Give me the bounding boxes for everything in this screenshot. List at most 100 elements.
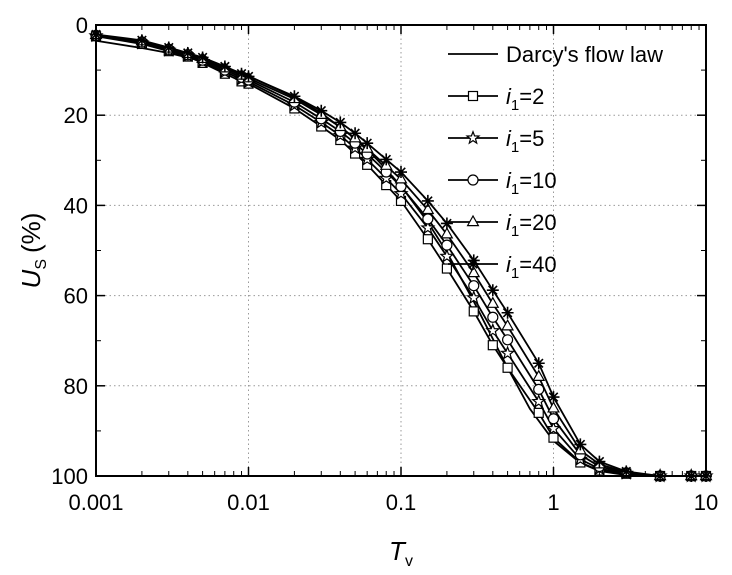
series-line [95,33,706,477]
legend-marker [467,174,479,186]
legend-label-value: =10 [519,168,556,193]
data-point [499,345,516,360]
y-tick-label: 40 [64,193,88,218]
legend-marker [467,90,479,102]
data-point [466,289,482,305]
data-point [441,263,453,274]
legend-label: i1=5 [506,126,544,156]
data-point [467,265,481,278]
data-point [441,239,453,251]
y-tick-label: 20 [64,103,88,128]
data-point [485,322,501,338]
legend-marker [465,129,481,145]
legend-entry: i1=5 [448,126,544,156]
data-point [394,172,408,184]
data-point [440,227,454,239]
data-point [380,153,393,166]
data-point [487,340,498,351]
data-point [349,127,362,140]
legend-marker [466,214,480,227]
legend-label: i1=20 [506,210,557,240]
data-point [501,334,514,346]
legend-marker [467,258,479,270]
data-point [501,319,515,331]
legend-label: Darcy's flow law [506,42,663,67]
y-axis-title-sub: S [33,259,50,270]
y-axis-title-main: U [16,269,46,288]
x-axis-title-sub: v [405,553,413,570]
data-point [502,362,513,373]
data-point [545,420,562,436]
data-point [468,280,480,292]
series-line [95,34,706,477]
data-point [440,217,453,230]
x-tick-label: 1 [547,490,559,515]
data-point [487,311,499,323]
legend-label-sub: 1 [511,181,519,198]
x-axis-title: Tv [389,536,413,570]
series-line [95,35,706,477]
data-point [421,194,434,207]
y-axis-title-unit: (%) [16,213,46,253]
data-point [486,284,499,297]
data-point [547,401,560,413]
legend-label-var: i [506,210,512,235]
legend-label-value: =40 [519,252,556,277]
x-tick-label: 0.001 [68,490,123,515]
data-point [135,34,148,47]
series-line [95,34,706,477]
y-axis-title: US (%) [16,213,50,289]
y-axis-title-group: US (%) [16,213,50,289]
legend-label: i1=2 [506,84,544,114]
legend-entry: i1=20 [448,210,557,240]
data-point [395,166,407,179]
x-tick-label: 0.1 [386,490,417,515]
data-point [532,357,545,370]
data-point [468,306,479,317]
data-point [593,455,606,468]
legend-entry: i1=2 [448,84,544,114]
legend-label-sub: 1 [511,139,519,156]
data-point [334,116,347,129]
data-point [235,67,248,80]
y-tick-label: 100 [51,464,88,489]
data-point [181,46,194,59]
data-point [315,104,328,117]
data-point [501,306,514,319]
legend-label-sub: 1 [511,265,519,282]
x-tick-label: 10 [694,490,718,515]
data-point [439,248,455,263]
data-point [162,41,175,54]
legend-label-value: =2 [519,84,544,109]
data-point [196,51,209,64]
legend-label-var: i [506,252,512,277]
legend-label-var: i [506,126,512,151]
data-point [547,391,560,404]
data-point [422,234,433,245]
y-tick-label: 60 [64,284,88,309]
legend-entry: i1=10 [448,168,557,198]
series-line [95,34,706,477]
y-tick-label: 80 [64,374,88,399]
data-point [242,70,255,83]
data-point [548,432,559,443]
legend-label-value: =5 [519,126,544,151]
data-point [547,413,560,425]
legend-label: i1=40 [506,252,557,282]
y-tick-label: 0 [76,13,88,38]
legend-label-sub: 1 [511,223,519,240]
data-point [533,407,544,418]
legend-label-sub: 1 [511,97,519,114]
data-point [421,202,435,215]
data-point [288,90,301,103]
data-point [218,60,231,73]
legend-label: i1=10 [506,168,557,198]
grid [96,25,706,476]
data-point [486,296,500,308]
x-axis-title-main: T [389,536,407,566]
data-point [361,137,374,150]
